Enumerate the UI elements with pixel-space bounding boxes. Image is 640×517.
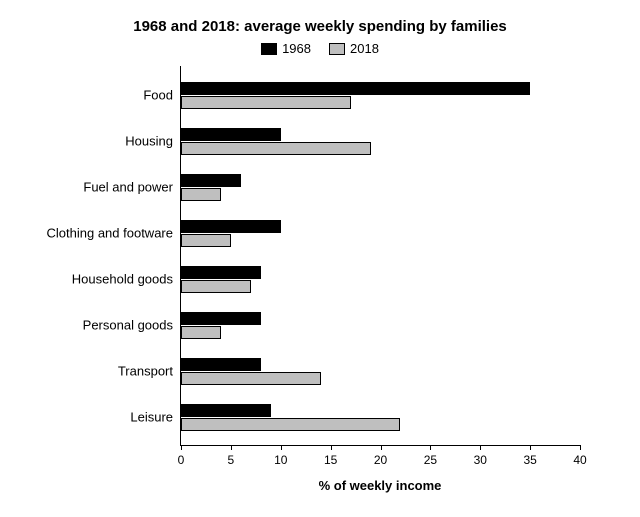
bar-1968 xyxy=(181,358,261,371)
x-tick xyxy=(430,445,431,450)
bar-2018 xyxy=(181,372,321,385)
legend-label: 2018 xyxy=(350,41,379,56)
category-group: Household goods xyxy=(181,256,580,302)
bar-2018 xyxy=(181,326,221,339)
category-group: Leisure xyxy=(181,394,580,440)
category-group: Transport xyxy=(181,348,580,394)
bar-1968 xyxy=(181,404,271,417)
bar-1968 xyxy=(181,312,261,325)
bar-1968 xyxy=(181,128,281,141)
legend-swatch-icon xyxy=(261,43,277,55)
legend-item-1968: 1968 xyxy=(261,41,311,56)
category-label: Leisure xyxy=(130,410,181,425)
x-tick xyxy=(331,445,332,450)
plot-area: 0510152025303540FoodHousingFuel and powe… xyxy=(180,66,580,446)
x-tick-label: 0 xyxy=(178,453,185,467)
bar-2018 xyxy=(181,418,400,431)
category-label: Personal goods xyxy=(83,318,181,333)
category-label: Transport xyxy=(118,364,181,379)
x-tick xyxy=(580,445,581,450)
category-label: Clothing and footware xyxy=(47,226,181,241)
x-tick-label: 5 xyxy=(228,453,235,467)
bar-1968 xyxy=(181,82,530,95)
legend-swatch-icon xyxy=(329,43,345,55)
bar-2018 xyxy=(181,188,221,201)
category-label: Food xyxy=(143,88,181,103)
x-tick xyxy=(381,445,382,450)
legend-item-2018: 2018 xyxy=(329,41,379,56)
x-tick-label: 30 xyxy=(474,453,487,467)
bar-1968 xyxy=(181,266,261,279)
category-group: Housing xyxy=(181,118,580,164)
bar-2018 xyxy=(181,96,351,109)
bar-2018 xyxy=(181,142,371,155)
x-tick-label: 40 xyxy=(573,453,586,467)
category-group: Fuel and power xyxy=(181,164,580,210)
chart-title: 1968 and 2018: average weekly spending b… xyxy=(20,18,620,35)
x-tick xyxy=(480,445,481,450)
x-tick xyxy=(181,445,182,450)
x-tick xyxy=(530,445,531,450)
x-tick-label: 10 xyxy=(274,453,287,467)
x-tick-label: 20 xyxy=(374,453,387,467)
chart-container: 1968 and 2018: average weekly spending b… xyxy=(0,0,640,517)
bar-2018 xyxy=(181,234,231,247)
category-group: Clothing and footware xyxy=(181,210,580,256)
x-tick xyxy=(281,445,282,450)
bar-1968 xyxy=(181,220,281,233)
category-group: Personal goods xyxy=(181,302,580,348)
category-group: Food xyxy=(181,72,580,118)
x-tick-label: 25 xyxy=(424,453,437,467)
x-tick-label: 15 xyxy=(324,453,337,467)
x-tick-label: 35 xyxy=(523,453,536,467)
bar-1968 xyxy=(181,174,241,187)
x-tick xyxy=(231,445,232,450)
category-label: Fuel and power xyxy=(83,180,181,195)
chart-legend: 1968 2018 xyxy=(20,41,620,56)
legend-label: 1968 xyxy=(282,41,311,56)
x-axis-label: % of weekly income xyxy=(140,478,620,493)
category-label: Housing xyxy=(125,134,181,149)
bar-2018 xyxy=(181,280,251,293)
category-label: Household goods xyxy=(72,272,181,287)
